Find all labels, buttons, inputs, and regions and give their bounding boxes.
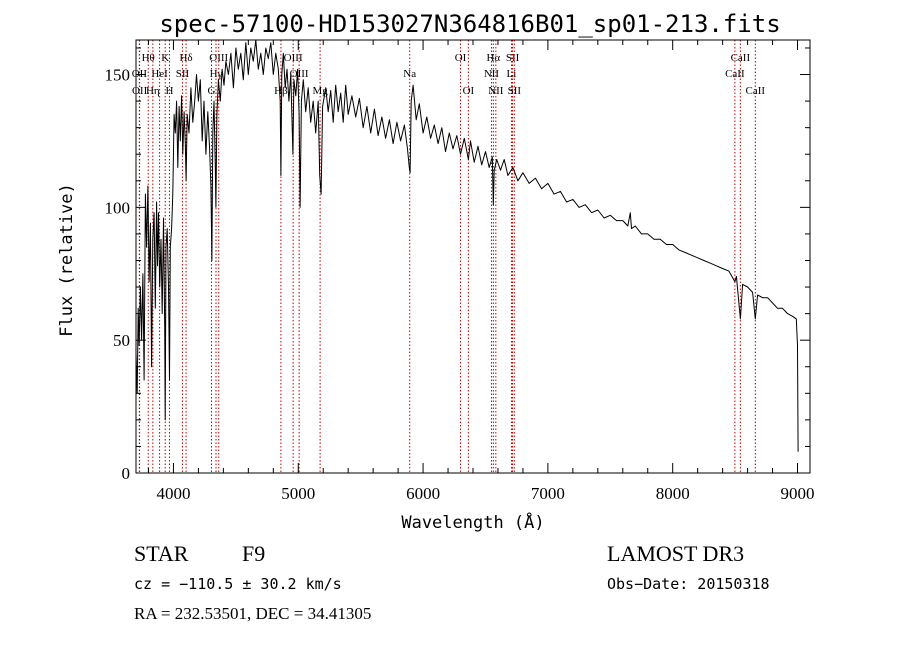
x-tick-label: 6000	[406, 484, 440, 503]
chart-title: spec-57100-HD153027N364816B01_sp01-213.f…	[159, 10, 780, 38]
line-label: SII	[506, 52, 520, 64]
line-label: CaII	[725, 68, 745, 80]
line-label: SII	[176, 68, 190, 80]
line-label: OIII	[290, 68, 309, 80]
plot-frame	[135, 39, 811, 474]
survey-name: LAMOST DR3	[607, 541, 744, 566]
line-label: HeI	[151, 68, 168, 80]
line-label: OIII	[284, 52, 303, 64]
object-class: STAR	[134, 541, 189, 566]
x-tick-label: 8000	[656, 484, 690, 503]
line-label: NII	[484, 68, 500, 80]
line-label: CaII	[731, 52, 751, 64]
x-tick-label: 7000	[531, 484, 565, 503]
line-label: Li	[507, 68, 517, 80]
y-tick-label: 150	[105, 66, 131, 85]
y-axis: 0 50 100 150	[105, 47, 810, 483]
line-label: NII	[488, 85, 504, 97]
line-label: SII	[508, 85, 522, 97]
line-label: Hη	[146, 85, 160, 97]
line-label: Hθ	[142, 52, 155, 64]
y-tick-label: 100	[105, 198, 131, 217]
line-label: CaII	[746, 85, 766, 97]
line-label: OI	[455, 52, 467, 64]
line-label: OI	[463, 85, 475, 97]
sky-coordinates: RA = 232.53501, DEC = 34.41305	[134, 604, 371, 623]
x-tick-label: 4000	[156, 484, 190, 503]
observation-date: Obs−Date: 20150318	[607, 575, 770, 593]
object-subclass: F9	[242, 541, 265, 566]
redshift-velocity: cz = −110.5 ± 30.2 km/s	[134, 575, 342, 593]
spectrum-layer	[135, 39, 799, 452]
x-tick-label: 5000	[281, 484, 315, 503]
line-label: Hβ	[274, 85, 288, 97]
x-axis-title: Wavelength (Å)	[401, 511, 544, 533]
line-label: Hγ	[210, 68, 223, 80]
line-label: OII	[132, 68, 148, 80]
x-axis: 4000 5000 6000 7000 8000 9000	[147, 40, 815, 503]
line-label: OIII	[209, 52, 228, 64]
line-label: G	[208, 85, 216, 97]
spectrum-series	[135, 39, 799, 452]
y-tick-label: 50	[113, 331, 130, 350]
y-axis-title: Flux (relative)	[57, 183, 77, 337]
y-tick-label: 0	[122, 464, 131, 483]
line-label: H	[165, 85, 173, 97]
line-label: Hδ	[179, 52, 192, 64]
line-label: Na	[403, 68, 416, 80]
line-label: K	[161, 52, 169, 64]
line-label: Hα	[486, 52, 500, 64]
x-tick-label: 9000	[781, 484, 815, 503]
